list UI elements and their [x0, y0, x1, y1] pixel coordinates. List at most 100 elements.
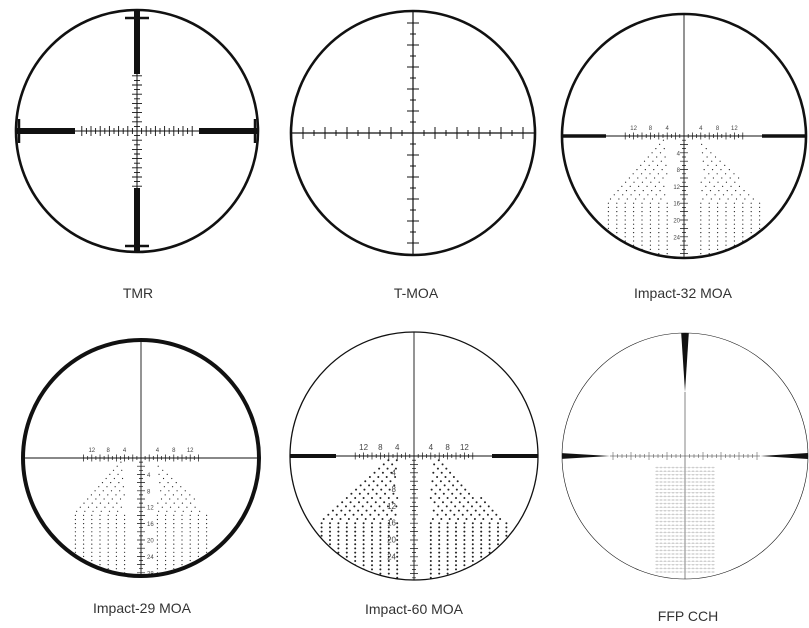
holdover-dot [750, 215, 752, 217]
holdover-dot [742, 232, 744, 234]
reticle-impact-60-diagram: 12 8 4 4 8 12 4 8 12 16 20 24 [289, 331, 539, 583]
holdover-dot [700, 227, 702, 229]
caption-impact-32: Impact-32 MOA [633, 285, 733, 301]
holdover-dot [354, 576, 357, 579]
holdover-dot [616, 223, 618, 225]
holdover-dot [109, 473, 111, 475]
holdover-dot [337, 581, 339, 583]
holdover-dot [393, 484, 396, 487]
holdover-dot [169, 498, 171, 500]
holdover-dot [123, 494, 125, 496]
holdover-dot [354, 560, 357, 562]
reticle-ffp-cch-diagram [561, 332, 809, 580]
holdover-dot [379, 572, 382, 575]
holdover-dot [348, 509, 351, 512]
holdover-dot [189, 547, 191, 549]
holdover-dot [181, 555, 183, 557]
holdover-dot [708, 240, 710, 242]
holdover-dot [725, 244, 727, 246]
scale-label: 24 [147, 555, 154, 561]
holdover-dot [327, 513, 330, 516]
holdover-dot [659, 143, 661, 145]
holdover-dot [161, 506, 163, 508]
holdover-dot [438, 543, 441, 546]
holdover-dot [463, 497, 466, 499]
holdover-dot [463, 534, 466, 537]
holdover-dot [616, 240, 618, 242]
holdover-dot [640, 173, 643, 175]
holdover-dot [197, 547, 199, 549]
holdover-dot [700, 181, 702, 183]
holdover-dot [641, 202, 643, 204]
holdover-dot [74, 535, 76, 537]
holdover-dot [457, 509, 460, 512]
holdover-dot [379, 543, 382, 546]
scale-label: 12 [731, 126, 738, 132]
holdover-dot [206, 572, 208, 574]
holdover-dot [455, 560, 457, 562]
holdover-dot [446, 534, 449, 537]
holdover-dot [738, 177, 740, 179]
holdover-dot [352, 513, 355, 516]
holdover-dot [354, 547, 357, 550]
holdover-dot [455, 551, 457, 554]
reticle-tmr-diagram [14, 8, 260, 254]
holdover-dot [505, 576, 508, 579]
holdover-dot [459, 492, 462, 495]
holdover-dot [178, 506, 180, 508]
holdover-dot [649, 257, 652, 258]
holdover-dot [438, 560, 441, 562]
holdover-dot [106, 486, 108, 488]
holdover-dot [107, 543, 109, 545]
holdover-dot [396, 555, 399, 558]
holdover-dot [616, 261, 617, 262]
holdover-dot [708, 223, 710, 225]
holdover-dot [320, 522, 323, 525]
holdover-dot [379, 581, 381, 583]
holdover-dot [185, 498, 187, 500]
holdover-dot [654, 177, 656, 179]
holdover-dot [733, 244, 735, 246]
holdover-dot [396, 526, 399, 529]
holdover-dot [648, 164, 650, 166]
holdover-dot [430, 581, 432, 583]
scale-label: 4 [677, 151, 681, 157]
holdover-dot [616, 253, 618, 255]
holdover-dot [471, 555, 474, 558]
holdover-dot [394, 476, 397, 478]
holdover-dot [616, 227, 618, 229]
holdover-dot [658, 248, 660, 250]
holdover-dot [83, 518, 85, 521]
holdover-dot [99, 547, 101, 549]
holdover-dot [729, 177, 731, 179]
holdover-dot [354, 522, 357, 525]
holdover-dot [725, 236, 727, 238]
holdover-dot [750, 244, 752, 246]
holdover-dot [455, 488, 458, 491]
holdover-dot [387, 572, 390, 575]
scale-label: 20 [673, 219, 680, 225]
holdover-dot [616, 219, 618, 221]
holdover-dot [441, 501, 444, 504]
holdover-dot [396, 568, 399, 571]
holdover-dot [396, 530, 399, 533]
holdover-dot [651, 198, 654, 200]
holdover-dot [156, 547, 158, 549]
holdover-dot [337, 568, 340, 571]
holdover-dot [455, 543, 457, 546]
holdover-dot [206, 543, 208, 545]
holdover-dot [156, 555, 158, 557]
holdover-dot [626, 198, 628, 200]
holdover-dot [727, 198, 729, 200]
holdover-dot [206, 576, 207, 577]
holdover-dot [446, 576, 449, 579]
holdover-dot [759, 257, 761, 258]
holdover-dot [658, 223, 660, 225]
holdover-dot [712, 177, 714, 179]
holdover-dot [709, 190, 712, 192]
holdover-dot [438, 568, 441, 571]
holdover-dot [607, 202, 609, 204]
holdover-dot [608, 261, 609, 262]
holdover-dot [455, 576, 457, 579]
scale-label: 8 [378, 443, 383, 452]
